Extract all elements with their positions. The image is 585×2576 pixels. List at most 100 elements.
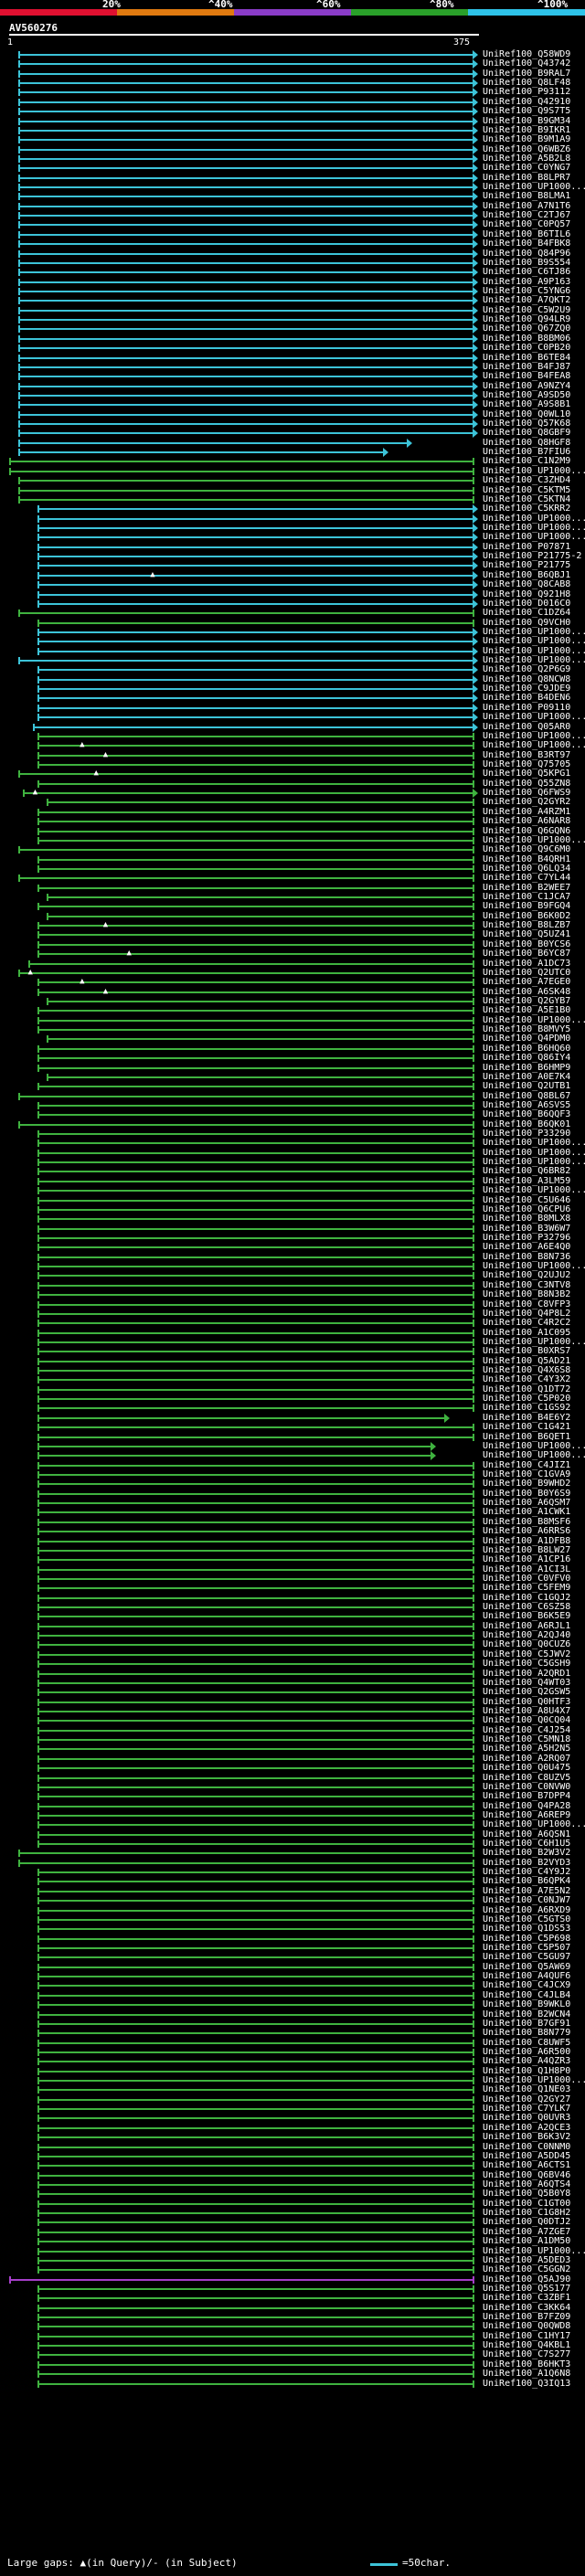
hit-row[interactable]: UniRef100_UP1000... xyxy=(0,646,585,656)
hit-row[interactable]: UniRef100_Q4KBL1 xyxy=(0,2340,585,2350)
hit-label[interactable]: UniRef100_UP1000... xyxy=(483,712,585,723)
hit-label[interactable]: UniRef100_C5KRR2 xyxy=(483,504,571,514)
hit-label[interactable]: UniRef100_UP1000... xyxy=(483,1336,585,1347)
hit-row[interactable]: UniRef100_A6REP9 xyxy=(0,1810,585,1820)
hit-row[interactable]: UniRef100_P21775-2 xyxy=(0,551,585,562)
hit-label[interactable]: UniRef100_A5DD45 xyxy=(483,2150,571,2161)
hit-row[interactable]: UniRef100_C1JCA7 xyxy=(0,892,585,902)
hit-row[interactable]: UniRef100_C6H1U5 xyxy=(0,1839,585,1849)
hit-label[interactable]: UniRef100_C5JWV2 xyxy=(483,1648,571,1659)
hit-row[interactable]: UniRef100_Q0CQ04 xyxy=(0,1715,585,1725)
hit-row[interactable]: UniRef100_C7S277 xyxy=(0,2349,585,2359)
hit-row[interactable]: UniRef100_Q05AR0 xyxy=(0,722,585,732)
hit-label[interactable]: UniRef100_Q9C6M0 xyxy=(483,844,571,855)
hit-row[interactable]: UniRef100_B8LW27 xyxy=(0,1545,585,1555)
hit-label[interactable]: UniRef100_B6K5E9 xyxy=(483,1611,571,1622)
hit-row[interactable]: UniRef100_C5KRR2 xyxy=(0,504,585,514)
hit-label[interactable]: UniRef100_UP1000... xyxy=(483,1819,585,1830)
hit-row[interactable]: UniRef100_C3ZBF1 xyxy=(0,2293,585,2303)
hit-label[interactable]: UniRef100_A1C095 xyxy=(483,1327,571,1338)
hit-label[interactable]: UniRef100_B9WHD2 xyxy=(483,1479,571,1489)
hit-row[interactable]: UniRef100_B4FEA8 xyxy=(0,371,585,382)
hit-row[interactable]: UniRef100_B6K3V2 xyxy=(0,2132,585,2142)
hit-row[interactable]: UniRef100_C0VFV0 xyxy=(0,1574,585,1584)
hit-row[interactable]: UniRef100_C1GS92 xyxy=(0,1403,585,1413)
hit-label[interactable]: UniRef100_A2QJ40 xyxy=(483,1630,571,1641)
hit-row[interactable]: UniRef100_Q0QWD8 xyxy=(0,2321,585,2331)
hit-label[interactable]: UniRef100_UP1000... xyxy=(483,655,585,666)
hit-label[interactable]: UniRef100_A6SK48 xyxy=(483,986,571,997)
hit-row[interactable]: UniRef100_B9M1A9 xyxy=(0,134,585,145)
hit-row[interactable]: UniRef100_A1DC73 xyxy=(0,959,585,969)
hit-row[interactable]: UniRef100_B6HKT3 xyxy=(0,2359,585,2369)
hit-label[interactable]: UniRef100_B3W6W7 xyxy=(483,1223,571,1234)
hit-label[interactable]: UniRef100_UP1000... xyxy=(483,1157,585,1168)
hit-label[interactable]: UniRef100_A3LM59 xyxy=(483,1175,571,1186)
hit-row[interactable]: UniRef100_A9SD50 xyxy=(0,390,585,400)
hit-row[interactable]: UniRef100_C7YLK7 xyxy=(0,2104,585,2114)
hit-label[interactable]: UniRef100_C0PB20 xyxy=(483,343,571,354)
hit-row[interactable]: UniRef100_B6K5E9 xyxy=(0,1611,585,1621)
hit-row[interactable]: UniRef100_Q2GSW5 xyxy=(0,1687,585,1697)
hit-row[interactable]: UniRef100_Q58WD9 xyxy=(0,49,585,59)
hit-label[interactable]: UniRef100_A4QUF6 xyxy=(483,1971,571,1982)
hit-row[interactable]: UniRef100_P32796 xyxy=(0,1233,585,1243)
hit-label[interactable]: UniRef100_B4FBK8 xyxy=(483,239,571,249)
hit-row[interactable]: UniRef100_A7E5N2 xyxy=(0,1886,585,1896)
hit-row[interactable]: UniRef100_A1CP16 xyxy=(0,1554,585,1564)
hit-label[interactable]: UniRef100_B6QK01 xyxy=(483,1118,571,1129)
hit-label[interactable]: UniRef100_UP1000... xyxy=(483,1440,585,1451)
hit-row[interactable]: UniRef100_C5GTS0 xyxy=(0,1914,585,1924)
hit-row[interactable]: UniRef100_C4R2C2 xyxy=(0,1318,585,1328)
hit-label[interactable]: UniRef100_C0NJW7 xyxy=(483,1895,571,1906)
hit-label[interactable]: UniRef100_A7E5N2 xyxy=(483,1885,571,1896)
hit-label[interactable]: UniRef100_Q2GY27 xyxy=(483,2094,571,2104)
hit-row[interactable]: UniRef100_A6QSM7 xyxy=(0,1498,585,1508)
hit-row[interactable]: UniRef100_UP1000... xyxy=(0,532,585,543)
hit-row[interactable]: UniRef100_Q2UTB1 xyxy=(0,1081,585,1091)
hit-row[interactable]: UniRef100_Q75705 xyxy=(0,759,585,769)
hit-row[interactable]: UniRef100_Q9C6M0 xyxy=(0,844,585,854)
hit-label[interactable]: UniRef100_B0XRS7 xyxy=(483,1346,571,1357)
hit-label[interactable]: UniRef100_Q2UJU2 xyxy=(483,1270,571,1281)
hit-label[interactable]: UniRef100_A5DED3 xyxy=(483,2254,571,2265)
hit-label[interactable]: UniRef100_Q2UTB1 xyxy=(483,1081,571,1092)
hit-row[interactable]: UniRef100_Q9S7T5 xyxy=(0,106,585,117)
hit-label[interactable]: UniRef100_Q5S177 xyxy=(483,2283,571,2294)
hit-label[interactable]: UniRef100_B9S554 xyxy=(483,257,571,268)
hit-row[interactable]: UniRef100_Q8LF48 xyxy=(0,78,585,89)
hit-label[interactable]: UniRef100_A6RRS6 xyxy=(483,1526,571,1537)
hit-label[interactable]: UniRef100_Q6BV46 xyxy=(483,2169,571,2180)
hit-label[interactable]: UniRef100_B7DPP4 xyxy=(483,1791,571,1802)
hit-label[interactable]: UniRef100_A6NAR8 xyxy=(483,816,571,827)
hit-label[interactable]: UniRef100_Q2GYB7 xyxy=(483,996,571,1006)
hit-label[interactable]: UniRef100_B8LZB7 xyxy=(483,920,571,931)
hit-label[interactable]: UniRef100_C6H1U5 xyxy=(483,1839,571,1850)
hit-row[interactable]: ▲ UniRef100_B6YC87 xyxy=(0,949,585,959)
hit-label[interactable]: UniRef100_A6QTS4 xyxy=(483,2179,571,2189)
hit-row[interactable]: UniRef100_Q0DTJ2 xyxy=(0,2217,585,2227)
hit-row[interactable]: UniRef100_C0PB20 xyxy=(0,343,585,354)
hit-row[interactable]: UniRef100_A6RJL1 xyxy=(0,1621,585,1631)
hit-row[interactable]: UniRef100_A4QZR3 xyxy=(0,2056,585,2066)
hit-row[interactable]: UniRef100_B9FGQ4 xyxy=(0,901,585,911)
hit-row[interactable]: UniRef100_B4FJ87 xyxy=(0,362,585,372)
hit-label[interactable]: UniRef100_UP1000... xyxy=(483,1147,585,1158)
hit-label[interactable]: UniRef100_B6TE84 xyxy=(483,352,571,363)
hit-label[interactable]: UniRef100_C4JLB4 xyxy=(483,1989,571,2000)
hit-row[interactable]: UniRef100_C4JIZ1 xyxy=(0,1460,585,1470)
hit-label[interactable]: UniRef100_C1HY17 xyxy=(483,2330,571,2341)
hit-row[interactable]: UniRef100_UP1000... xyxy=(0,636,585,647)
hit-row[interactable]: UniRef100_B7GF91 xyxy=(0,2019,585,2029)
hit-label[interactable]: UniRef100_C3ZHD4 xyxy=(483,475,571,486)
hit-row[interactable]: UniRef100_Q55ZN8 xyxy=(0,779,585,789)
hit-label[interactable]: UniRef100_Q4PA28 xyxy=(483,1800,571,1811)
hit-label[interactable]: UniRef100_P93112 xyxy=(483,87,571,98)
hit-row[interactable]: UniRef100_A5B2L8 xyxy=(0,154,585,164)
hit-row[interactable]: UniRef100_C5MN18 xyxy=(0,1734,585,1744)
hit-label[interactable]: UniRef100_Q0HTF3 xyxy=(483,1696,571,1707)
hit-row[interactable]: UniRef100_B9S554 xyxy=(0,258,585,268)
hit-row[interactable]: UniRef100_Q6LQ34 xyxy=(0,864,585,874)
hit-label[interactable]: UniRef100_C1GS92 xyxy=(483,1403,571,1414)
hit-label[interactable]: UniRef100_Q0U475 xyxy=(483,1763,571,1774)
